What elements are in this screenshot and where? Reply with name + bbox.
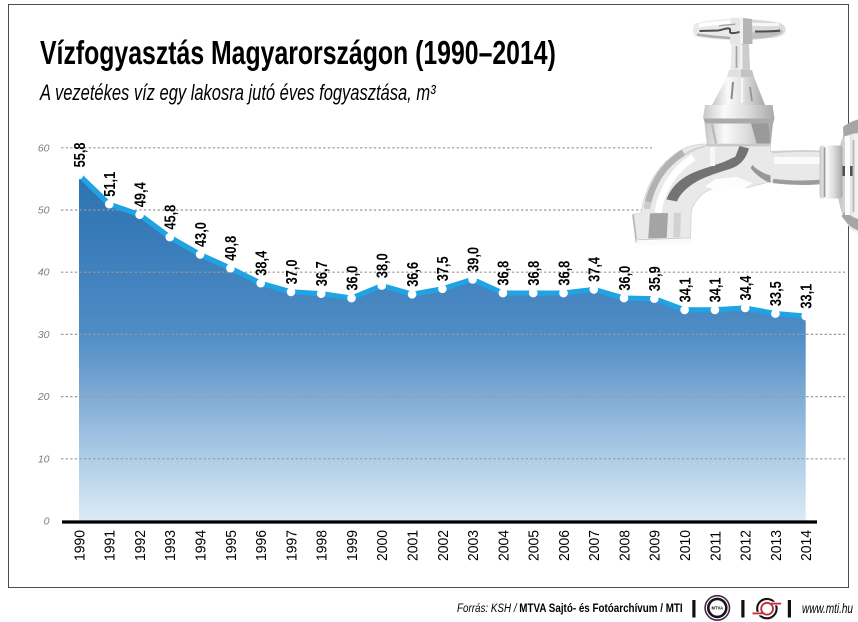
svg-text:60: 60 [38,142,50,154]
svg-text:34,1: 34,1 [677,278,695,303]
svg-text:1998: 1998 [314,530,331,561]
svg-text:10: 10 [38,453,50,465]
svg-text:1999: 1999 [344,530,361,561]
svg-text:2006: 2006 [556,530,573,561]
svg-text:1994: 1994 [193,530,210,561]
svg-text:36,6: 36,6 [405,262,423,287]
svg-text:34,1: 34,1 [707,278,725,303]
svg-text:1995: 1995 [223,530,240,561]
svg-text:2011: 2011 [708,531,725,561]
svg-text:38,0: 38,0 [374,253,392,278]
svg-text:2005: 2005 [526,530,543,561]
svg-text:1990: 1990 [72,530,89,561]
svg-text:36,8: 36,8 [495,261,513,286]
svg-text:2008: 2008 [617,530,634,561]
svg-text:1991: 1991 [102,530,119,561]
svg-text:40,8: 40,8 [223,236,241,261]
svg-text:43,0: 43,0 [193,222,211,247]
svg-text:36,0: 36,0 [617,266,635,291]
svg-text:2003: 2003 [466,530,483,561]
svg-text:2009: 2009 [647,530,664,561]
svg-text:1993: 1993 [163,530,180,561]
svg-text:36,0: 36,0 [344,266,362,291]
svg-text:1997: 1997 [284,530,301,561]
svg-text:2013: 2013 [768,530,785,561]
svg-text:49,4: 49,4 [132,182,150,207]
svg-text:45,8: 45,8 [162,205,180,230]
svg-text:33,5: 33,5 [768,281,786,306]
svg-text:40: 40 [38,267,50,279]
svg-text:20: 20 [37,391,50,403]
svg-text:MTVA: MTVA [711,605,723,610]
svg-text:2012: 2012 [738,530,755,561]
svg-text:33,1: 33,1 [798,284,816,309]
svg-text:38,4: 38,4 [253,251,271,276]
svg-text:0: 0 [44,516,50,528]
svg-text:36,8: 36,8 [556,261,574,286]
svg-text:51,1: 51,1 [102,172,120,197]
svg-text:39,0: 39,0 [465,247,483,272]
svg-text:1996: 1996 [254,530,271,561]
svg-text:36,7: 36,7 [314,261,332,286]
svg-text:2014: 2014 [799,530,816,561]
svg-text:37,5: 37,5 [435,256,453,281]
svg-text:37,0: 37,0 [284,260,302,285]
svg-text:2002: 2002 [435,530,452,561]
svg-text:30: 30 [38,329,50,341]
svg-text:2004: 2004 [496,530,513,561]
svg-text:2007: 2007 [587,530,604,561]
svg-text:36,8: 36,8 [526,261,544,286]
svg-text:2001: 2001 [405,530,422,561]
svg-text:1992: 1992 [133,530,150,561]
svg-text:35,9: 35,9 [647,266,665,291]
svg-text:37,4: 37,4 [586,257,604,282]
svg-text:55,8: 55,8 [72,143,90,168]
svg-text:34,4: 34,4 [738,276,756,301]
svg-text:50: 50 [38,205,50,217]
svg-text:2000: 2000 [375,530,392,561]
svg-text:2010: 2010 [678,530,695,561]
